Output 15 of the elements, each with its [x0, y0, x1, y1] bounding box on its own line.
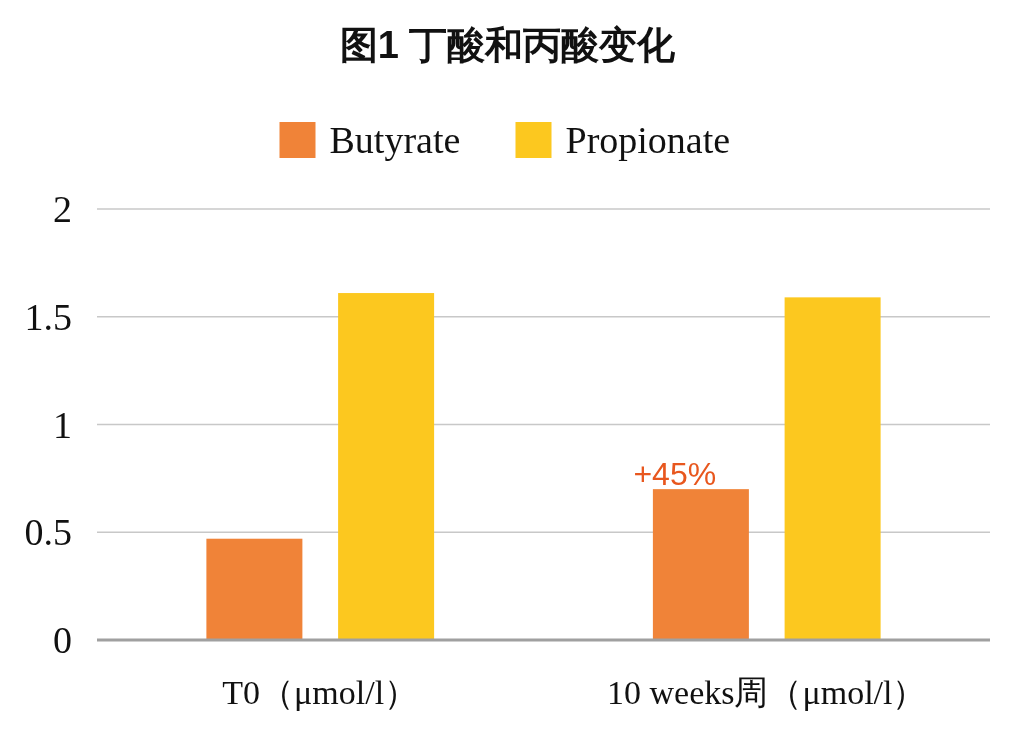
chart-title: 图1 丁酸和丙酸变化 — [339, 24, 677, 66]
bar — [206, 538, 303, 640]
y-tick-label: 1.5 — [24, 295, 72, 338]
x-tick-label: 10 weeks周（μmol/l） — [607, 674, 927, 711]
y-tick-label: 0.5 — [24, 511, 72, 554]
y-tick-label: 2 — [53, 188, 72, 230]
annotation: +45% — [633, 455, 717, 492]
bar — [652, 489, 749, 640]
legend-label: Butyrate — [329, 119, 461, 161]
legend-label: Propionate — [565, 119, 731, 161]
y-tick-label: 1 — [53, 403, 72, 446]
x-tick-label: T0（μmol/l） — [222, 674, 419, 711]
y-tick-label: 0 — [53, 619, 72, 661]
bar — [784, 297, 881, 640]
bar — [338, 293, 435, 640]
